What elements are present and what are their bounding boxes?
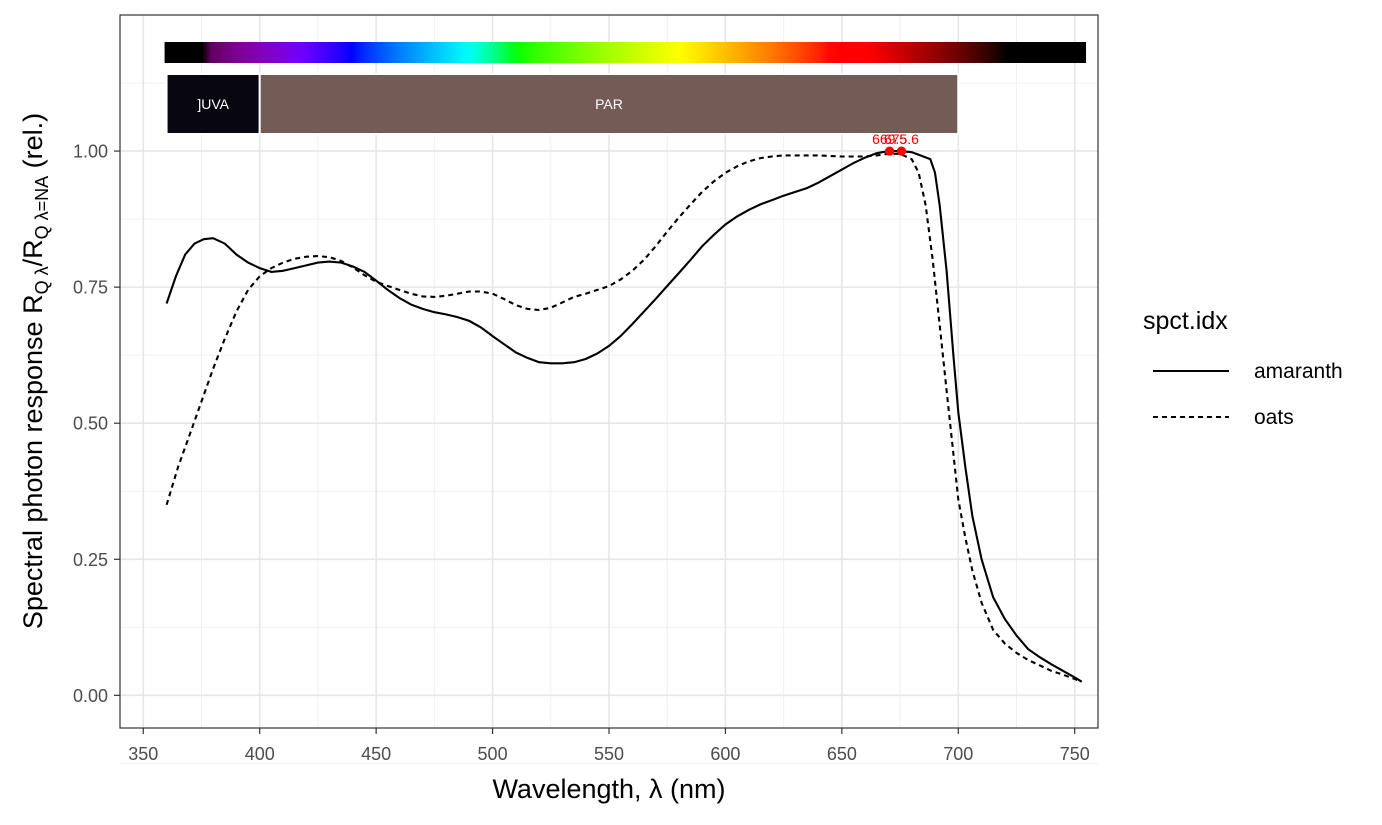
- y-tick-label: 0.75: [73, 278, 108, 298]
- legend-title: spct.idx: [1143, 307, 1228, 335]
- peak-annotations: 669.5 675.6: [872, 131, 919, 156]
- legend-label-amaranth: amaranth: [1254, 360, 1343, 383]
- y-axis-title-slash: /: [18, 258, 48, 266]
- x-tick-label: 600: [710, 744, 740, 764]
- x-tick-label: 750: [1060, 744, 1090, 764]
- x-tick-label: 650: [827, 744, 857, 764]
- x-axis: 350 400 450 500 550 600 650 700 750: [128, 728, 1090, 764]
- x-tick-label: 550: [594, 744, 624, 764]
- legend-label-oats: oats: [1254, 406, 1294, 429]
- uva-waveband-label: ]UVA: [197, 96, 229, 112]
- peak-marker-1: [884, 146, 895, 156]
- peak-label-2: 675.6: [884, 131, 919, 147]
- series-line-oats: [165, 152, 1083, 683]
- peak-label-1: 669.5: [872, 131, 907, 147]
- waveband-annotations: ]UVA PAR: [164, 42, 1087, 135]
- y-tick-label: 1.00: [73, 142, 108, 162]
- y-axis-title-sub1: Q λ: [32, 266, 52, 294]
- x-tick-label: 450: [361, 744, 391, 764]
- y-axis-title: Spectral photon response RQ λ/RQ λ=NA (r…: [18, 113, 52, 629]
- series-layer: [165, 150, 1083, 683]
- uva-waveband-box: [165, 73, 261, 135]
- y-axis-title-sub2: Q λ=NA: [32, 176, 52, 240]
- x-tick-label: 400: [245, 744, 275, 764]
- x-axis-title: Wavelength, λ (nm): [492, 774, 725, 804]
- y-tick-label: 0.00: [73, 686, 108, 706]
- x-tick-label: 700: [943, 744, 973, 764]
- peak-marker-2: [896, 146, 907, 156]
- y-axis: 0.00 0.25 0.50 0.75 1.00: [73, 142, 120, 706]
- legend: spct.idx amaranth oats: [1143, 307, 1343, 429]
- y-tick-label: 0.25: [73, 550, 108, 570]
- major-grid: [120, 15, 1098, 728]
- y-axis-title-suffix: (rel.): [18, 113, 48, 176]
- x-tick-label: 350: [128, 744, 158, 764]
- y-axis-title-prefix: Spectral photon response: [18, 314, 48, 629]
- y-tick-label: 0.50: [73, 414, 108, 434]
- y-axis-title-r1: R: [18, 294, 48, 314]
- x-tick-label: 500: [478, 744, 508, 764]
- spectrum-color-bar: [164, 42, 1087, 63]
- y-axis-title-r2: R: [18, 239, 48, 259]
- series-line-amaranth: [165, 150, 1083, 683]
- par-waveband-box: [258, 73, 960, 135]
- par-waveband-label: PAR: [595, 96, 623, 112]
